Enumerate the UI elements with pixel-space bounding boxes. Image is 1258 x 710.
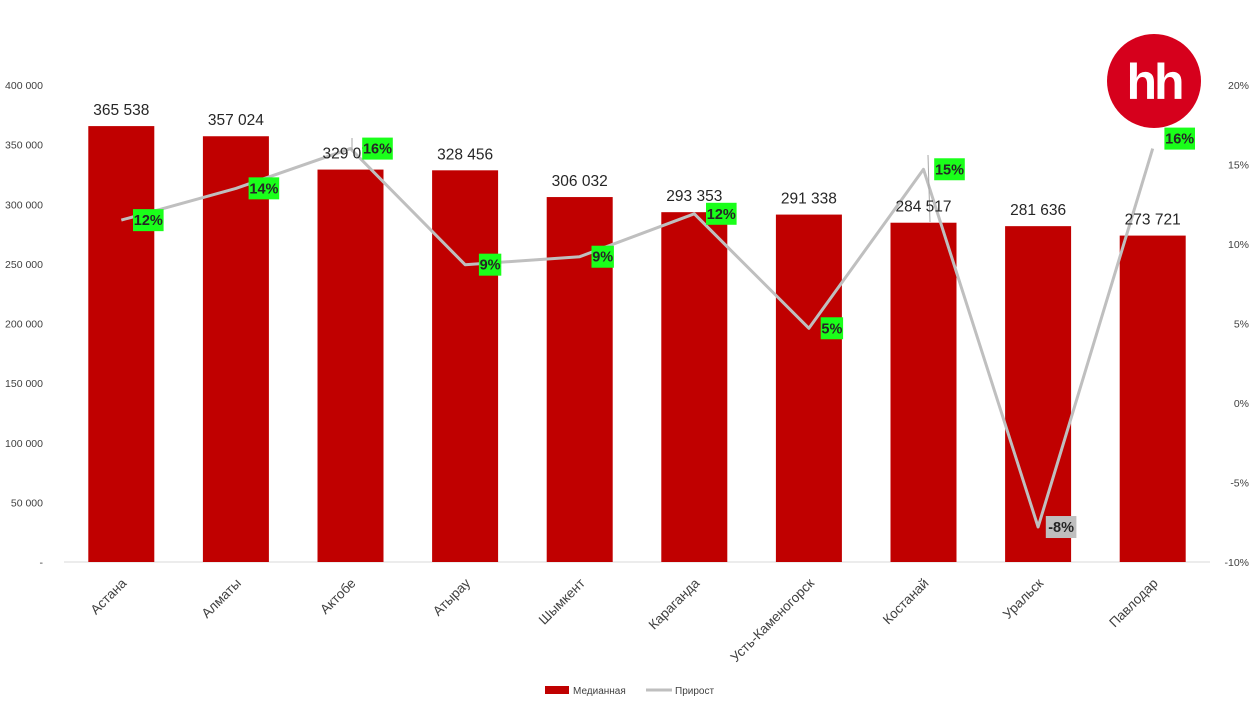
bar xyxy=(88,126,155,562)
category-labels-group: Астана Алматы Актобе Атырау Шымкент Караганда… xyxy=(88,575,1161,665)
pct-label: 12% xyxy=(707,207,736,223)
y-left-tick-label: 400 000 xyxy=(5,80,43,92)
pct-label: 9% xyxy=(592,250,613,266)
y-right-tick-label: 10% xyxy=(1228,239,1249,251)
pct-label-box xyxy=(591,245,614,268)
y-left-tick-label: 250 000 xyxy=(5,259,43,271)
y-left-tick-label: - xyxy=(40,557,44,569)
bar-value-label: 357 024 xyxy=(208,112,264,129)
bar-value-label: 306 032 xyxy=(552,173,608,190)
pct-label: 15% xyxy=(935,162,964,178)
y-right-tick-label: -10% xyxy=(1224,557,1249,569)
growth-line xyxy=(120,147,1155,529)
bar xyxy=(432,170,499,562)
y-left-tick-label: 100 000 xyxy=(5,438,43,450)
axes-group: - 50 000 100 000 150 000 200 000 250 000 300 0… xyxy=(5,80,1249,569)
legend-bar-swatch xyxy=(545,686,569,694)
category-label: Атырау xyxy=(430,575,473,618)
category-label: Костанай xyxy=(880,576,932,628)
bar-value-label: 328 456 xyxy=(437,146,493,163)
y-left-tick-label: 200 000 xyxy=(5,319,43,331)
legend: Медианная Прирост xyxy=(545,686,714,697)
category-label: Павлодар xyxy=(1106,576,1161,631)
pct-label: 14% xyxy=(249,181,278,197)
pct-label: -8% xyxy=(1048,520,1074,536)
bar-value-label: 273 721 xyxy=(1125,212,1181,229)
bar xyxy=(661,212,728,562)
y-right-tick-label: 20% xyxy=(1228,80,1249,92)
pct-label: 5% xyxy=(821,321,842,337)
bar xyxy=(202,136,269,562)
logo-text: hh xyxy=(1126,54,1182,110)
bar-value-label: 293 353 xyxy=(666,188,722,205)
bar xyxy=(775,214,842,562)
category-label: Алматы xyxy=(199,576,244,621)
legend-bar-label: Медианная xyxy=(573,686,626,697)
category-label: Усть-Каменогорск xyxy=(728,575,818,665)
y-left-tick-label: 150 000 xyxy=(5,378,43,390)
pct-label-box xyxy=(820,317,844,340)
pct-label: 9% xyxy=(480,258,501,274)
logo-circle xyxy=(1107,34,1201,128)
legend-line-label: Прирост xyxy=(675,686,714,697)
pct-label-box xyxy=(1164,127,1195,150)
category-label: Уральск xyxy=(1000,575,1046,621)
pct-label: 12% xyxy=(134,213,163,229)
growth-line-group xyxy=(120,138,1155,529)
pct-labels-group: 12% 14% 16% 9% 9% 12% 5% 15% -8% 16% xyxy=(133,127,1195,539)
y-right-tick-label: -5% xyxy=(1230,478,1249,490)
pct-label-box xyxy=(706,202,737,225)
y-right-tick-label: 15% xyxy=(1228,160,1249,172)
category-label: Шымкент xyxy=(536,576,588,628)
category-label: Актобе xyxy=(317,576,359,618)
bar xyxy=(1005,226,1072,563)
pct-label-box xyxy=(1045,516,1077,539)
hh-logo: hh xyxy=(1107,34,1201,128)
y-right-tick-label: 0% xyxy=(1234,398,1249,410)
leader-line xyxy=(927,154,931,223)
y-left-tick-label: 300 000 xyxy=(5,199,43,211)
pct-label-box xyxy=(248,177,280,200)
bar xyxy=(1119,235,1186,562)
bars-group xyxy=(88,126,1186,563)
bar xyxy=(890,222,957,562)
pct-label-box xyxy=(934,158,965,181)
bar-value-label: 281 636 xyxy=(1010,202,1066,219)
bar-value-label: 291 338 xyxy=(781,191,837,208)
y-left-tick-label: 350 000 xyxy=(5,140,43,152)
category-label: Астана xyxy=(88,575,130,617)
pct-label: 16% xyxy=(363,142,392,158)
pct-label-box xyxy=(362,137,393,160)
pct-label-box xyxy=(133,209,164,232)
y-right-tick-label: 5% xyxy=(1234,319,1249,331)
pct-label: 16% xyxy=(1165,132,1194,148)
category-label: Караганда xyxy=(646,575,703,632)
bar-value-label: 365 538 xyxy=(93,102,149,119)
bar xyxy=(317,169,384,562)
pct-label-box xyxy=(478,253,502,276)
bar-value-label: 284 517 xyxy=(895,199,951,216)
y-left-tick-label: 50 000 xyxy=(11,497,43,509)
